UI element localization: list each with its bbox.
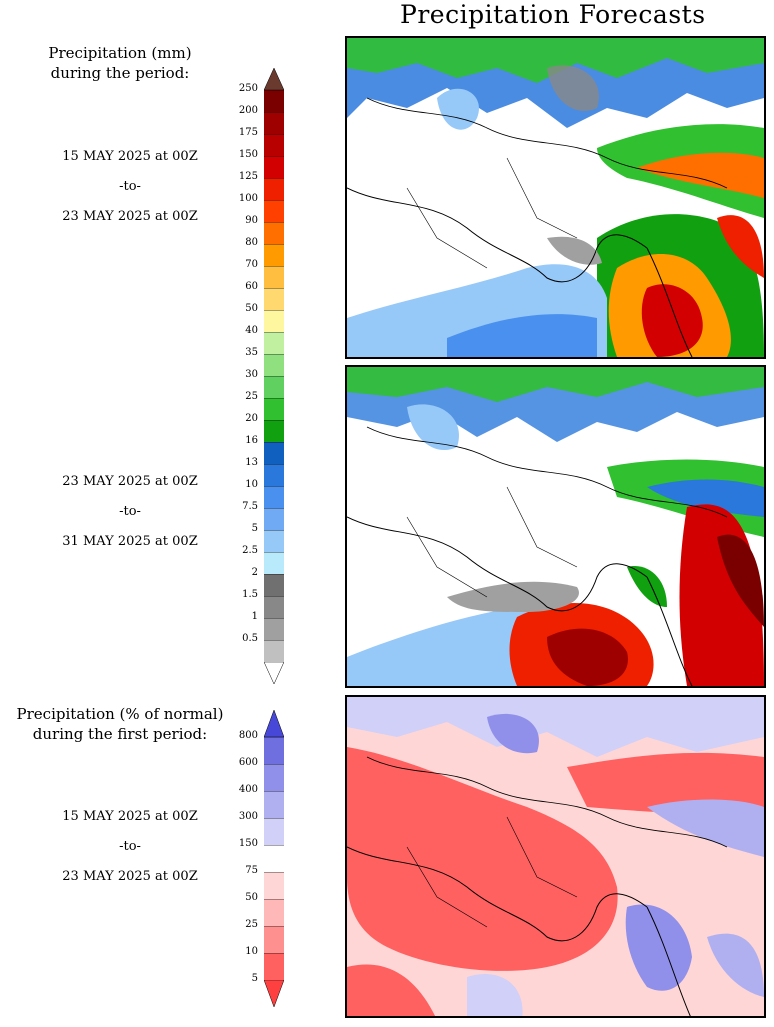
- precip-mm-tick-label: 7.5: [242, 501, 258, 512]
- precip-mm-tick-label: 175: [238, 127, 258, 138]
- precip-map-period2: [347, 367, 764, 686]
- percent-normal-map: [347, 697, 764, 1016]
- precip-pct-segment: [264, 791, 284, 818]
- precip-mm-segment: [264, 640, 284, 662]
- precip-pct-tick-label: 150: [238, 838, 258, 849]
- precip-pct-colorbar: [264, 710, 284, 1008]
- precip-mm-tick-label: 250: [238, 83, 258, 94]
- precip-mm-tick-label: 2.5: [242, 545, 258, 556]
- precip-pct-tick-label: 10: [245, 946, 258, 957]
- precip-mm-tick-label: 70: [245, 259, 258, 270]
- map-panel-period1: [345, 36, 766, 359]
- precip-pct-segment: [264, 872, 284, 899]
- precip-mm-tick-label: 90: [245, 215, 258, 226]
- precip-pct-tick-label: 800: [238, 730, 258, 741]
- period3-sep: -to-: [119, 839, 141, 854]
- precip-mm-tick-label: 0.5: [242, 633, 258, 644]
- precip-mm-segment: [264, 354, 284, 376]
- period2-end: 31 MAY 2025 at 00Z: [62, 534, 198, 549]
- precip-mm-tick-label: 1: [251, 611, 258, 622]
- map-panel-percent-normal: [345, 695, 766, 1018]
- precip-mm-segment: [264, 398, 284, 420]
- precip-pct-segment: [264, 737, 284, 764]
- precip-mm-tick-label: 20: [245, 413, 258, 424]
- precip-mm-segment: [264, 90, 284, 112]
- legend-mm-heading: Precipitation (mm) during the period:: [20, 43, 220, 83]
- precip-pct-tick-label: 400: [238, 784, 258, 795]
- period2-sep: -to-: [119, 504, 141, 519]
- precip-mm-segment: [264, 596, 284, 618]
- legend-pct-heading-line2: during the first period:: [32, 725, 208, 743]
- precip-mm-segment: [264, 310, 284, 332]
- precip-mm-tick-label: 60: [245, 281, 258, 292]
- precip-pct-tick-label: 50: [245, 892, 258, 903]
- precip-mm-segment: [264, 178, 284, 200]
- precip-mm-segment: [264, 464, 284, 486]
- precip-pct-segment: [264, 845, 284, 872]
- precip-mm-colorbar: [264, 68, 284, 684]
- precip-mm-over-triangle: [264, 68, 284, 90]
- precip-mm-segment: [264, 332, 284, 354]
- precip-mm-under-triangle: [264, 662, 284, 684]
- precip-pct-tick-label: 300: [238, 811, 258, 822]
- period3-start: 15 MAY 2025 at 00Z: [62, 809, 198, 824]
- map-panel-period2: [345, 365, 766, 688]
- precip-mm-segment: [264, 442, 284, 464]
- precip-mm-segment: [264, 376, 284, 398]
- precip-pct-tick-label: 5: [251, 973, 258, 984]
- precip-pct-tick-label: 25: [245, 919, 258, 930]
- precip-mm-segment: [264, 530, 284, 552]
- precip-mm-tick-label: 80: [245, 237, 258, 248]
- precip-mm-tick-label: 125: [238, 171, 258, 182]
- period1-start: 15 MAY 2025 at 00Z: [62, 149, 198, 164]
- precip-map-period1: [347, 38, 764, 357]
- precip-mm-tick-label: 30: [245, 369, 258, 380]
- precip-mm-tick-label: 13: [245, 457, 258, 468]
- precip-mm-tick-label: 2: [251, 567, 258, 578]
- precip-pct-segment: [264, 953, 284, 980]
- precip-mm-tick-label: 150: [238, 149, 258, 160]
- precip-mm-segment: [264, 552, 284, 574]
- precip-mm-tick-label: 40: [245, 325, 258, 336]
- legend-mm-heading-line1: Precipitation (mm): [48, 44, 192, 62]
- period1-sep: -to-: [119, 179, 141, 194]
- precip-pct-segment: [264, 899, 284, 926]
- precip-mm-tick-label: 1.5: [242, 589, 258, 600]
- precip-pct-tick-label: 75: [245, 865, 258, 876]
- precip-mm-tick-label: 5: [251, 523, 258, 534]
- legend-pct-heading: Precipitation (% of normal) during the f…: [0, 704, 240, 744]
- precip-pct-segment: [264, 926, 284, 953]
- precip-mm-segment: [264, 222, 284, 244]
- precip-mm-segment: [264, 244, 284, 266]
- precip-pct-tick-label: 600: [238, 757, 258, 768]
- precip-mm-segment: [264, 200, 284, 222]
- precip-mm-tick-label: 10: [245, 479, 258, 490]
- precip-mm-segment: [264, 574, 284, 596]
- precip-mm-segment: [264, 134, 284, 156]
- precip-mm-segment: [264, 618, 284, 640]
- precip-mm-tick-label: 100: [238, 193, 258, 204]
- precip-mm-segment: [264, 156, 284, 178]
- precip-mm-segment: [264, 486, 284, 508]
- precip-mm-tick-label: 200: [238, 105, 258, 116]
- precip-mm-segment: [264, 420, 284, 442]
- period1-end: 23 MAY 2025 at 00Z: [62, 209, 198, 224]
- precip-mm-tick-label: 50: [245, 303, 258, 314]
- precip-pct-under-triangle: [264, 980, 284, 1007]
- precip-mm-tick-label: 16: [245, 435, 258, 446]
- precip-pct-over-triangle: [264, 710, 284, 737]
- precip-pct-segment: [264, 764, 284, 791]
- precip-mm-segment: [264, 266, 284, 288]
- legend-pct-heading-line1: Precipitation (% of normal): [16, 705, 224, 723]
- precip-mm-segment: [264, 112, 284, 134]
- precip-mm-tick-label: 25: [245, 391, 258, 402]
- precip-mm-segment: [264, 508, 284, 530]
- legend-mm-heading-line2: during the period:: [50, 64, 190, 82]
- period3-end: 23 MAY 2025 at 00Z: [62, 869, 198, 884]
- precip-pct-segment: [264, 818, 284, 845]
- period2-start: 23 MAY 2025 at 00Z: [62, 474, 198, 489]
- precip-mm-segment: [264, 288, 284, 310]
- precip-mm-tick-label: 35: [245, 347, 258, 358]
- page-title: Precipitation Forecasts: [400, 0, 706, 29]
